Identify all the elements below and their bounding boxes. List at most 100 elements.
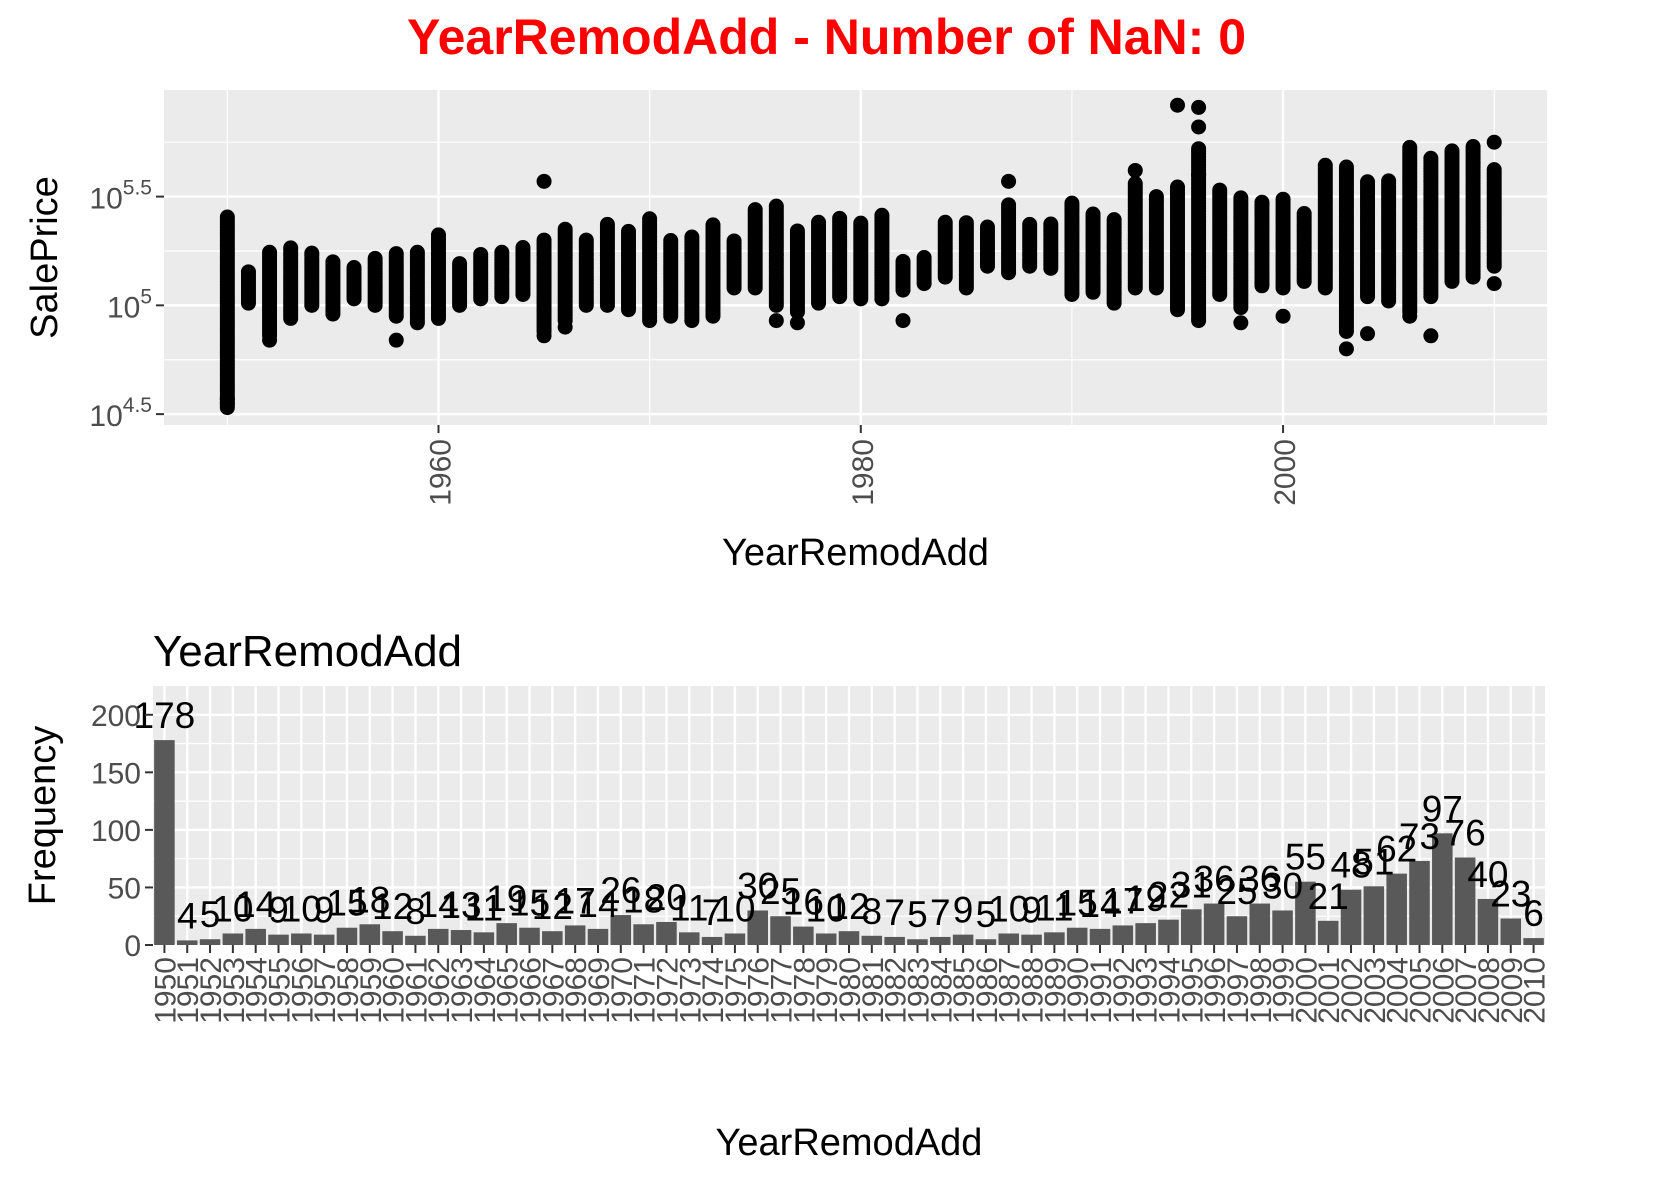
scatter-point xyxy=(958,215,974,231)
bar-value-label: 15 xyxy=(1057,883,1098,924)
bar-y-tick-label: 200 xyxy=(91,700,141,733)
scatter-point xyxy=(557,221,573,237)
scatter-point xyxy=(1275,308,1291,324)
bar xyxy=(1089,928,1111,945)
scatter-point xyxy=(1423,150,1439,166)
bar-value-label: 10 xyxy=(212,888,253,929)
bar xyxy=(770,916,791,945)
scatter-point xyxy=(979,219,995,235)
bar-x-tick-label: 1970 xyxy=(606,957,639,1024)
bar-value-label: 11 xyxy=(1035,887,1073,928)
bar-value-label: 19 xyxy=(486,878,527,919)
scatter-point xyxy=(1360,174,1376,190)
bar xyxy=(1523,938,1544,945)
bar xyxy=(1158,919,1179,945)
scatter-point xyxy=(1402,308,1418,324)
bar-x-tick-label: 1999 xyxy=(1268,957,1301,1024)
scatter-point xyxy=(811,214,827,230)
bar xyxy=(1477,898,1499,945)
bar-value-label: 10 xyxy=(281,888,322,929)
bar-x-tick-label: 1956 xyxy=(286,957,319,1024)
bar xyxy=(1432,833,1453,945)
bar-x-tick-label: 1961 xyxy=(400,957,433,1024)
scatter-point xyxy=(1423,328,1439,344)
scatter-y-tick-label: 105.5 xyxy=(89,177,152,216)
bar xyxy=(1295,881,1316,945)
bar-x-tick-label: 1981 xyxy=(857,957,890,1024)
scatter-point xyxy=(1191,167,1207,183)
bar-x-tick-label: 2005 xyxy=(1404,957,1437,1024)
scatter-x-tick-label: 1980 xyxy=(847,439,880,506)
bar xyxy=(587,928,609,945)
scatter-point xyxy=(663,233,679,249)
bar xyxy=(268,934,289,945)
scatter-point xyxy=(430,227,446,243)
scatter-point xyxy=(1402,139,1418,155)
bar-value-label: 9 xyxy=(953,890,974,931)
bar-value-label: 5 xyxy=(976,894,997,935)
bar xyxy=(656,921,677,945)
bar-series xyxy=(154,740,1544,945)
bar-x-tick-label: 1985 xyxy=(948,957,981,1024)
scatter-point xyxy=(1191,99,1207,115)
scatter-y-tick-label: 105 xyxy=(107,285,152,324)
scatter-point xyxy=(1275,191,1291,207)
scatter-panel: 1960 1980 2000 105.5 105 104.5 YearRemodAdd Sal… xyxy=(24,90,1547,574)
bar-value-label: 8 xyxy=(862,891,883,932)
scatter-point xyxy=(1127,176,1143,192)
bar-x-tick-label: 1958 xyxy=(332,957,365,1024)
bar-x-tick-label: 1971 xyxy=(629,957,662,1024)
bar xyxy=(1021,934,1042,945)
bar-x-tick-label: 1983 xyxy=(902,957,935,1024)
bar-x-tick-label: 1976 xyxy=(743,957,776,1024)
bar-value-label: 17 xyxy=(1102,880,1143,921)
scatter-point xyxy=(1191,119,1207,135)
bar-y-axis-title: Frequency xyxy=(22,726,64,906)
bar-y-tick-label: 100 xyxy=(91,815,141,848)
bar xyxy=(1112,925,1134,945)
bar-x-tick-label: 1987 xyxy=(994,957,1027,1024)
bar-x-tick-label: 1989 xyxy=(1039,957,1072,1024)
scatter-point xyxy=(1486,162,1502,178)
bar xyxy=(1135,923,1156,945)
scatter-point xyxy=(789,223,805,239)
bar xyxy=(678,932,700,945)
bar xyxy=(838,931,860,945)
scatter-point xyxy=(1338,341,1354,357)
bar xyxy=(1454,857,1476,945)
bar-x-tick-label: 1979 xyxy=(811,957,844,1024)
bar xyxy=(245,928,266,945)
scatter-point xyxy=(304,245,320,261)
bar-value-label: 7 xyxy=(884,892,905,933)
bar-value-label: 10 xyxy=(806,888,847,929)
scatter-point xyxy=(494,244,510,260)
bar-value-label: 178 xyxy=(134,695,196,736)
bar-value-label: 12 xyxy=(372,886,413,927)
bar-value-label: 55 xyxy=(1285,837,1326,878)
bar xyxy=(1340,889,1362,945)
scatter-point xyxy=(726,233,742,249)
scatter-point xyxy=(853,215,869,231)
bar xyxy=(176,940,198,945)
bar-x-tick-label: 1992 xyxy=(1108,957,1141,1024)
main-title: YearRemodAdd - Number of NaN: 0 xyxy=(406,9,1246,65)
bar-x-tick-label: 2006 xyxy=(1427,957,1460,1024)
bar xyxy=(1181,909,1202,945)
bar xyxy=(815,933,837,945)
bar-value-label: 73 xyxy=(1399,816,1440,857)
bar xyxy=(336,927,358,945)
bar xyxy=(359,924,381,945)
bar-value-label: 11 xyxy=(670,887,708,928)
bar xyxy=(998,933,1020,945)
bar xyxy=(1066,927,1088,945)
bar xyxy=(1203,903,1225,945)
bar-value-label: 14 xyxy=(577,884,618,925)
bar-x-tick-label: 2002 xyxy=(1336,957,1369,1024)
scatter-point xyxy=(262,332,278,348)
bar-value-label: 97 xyxy=(1422,788,1463,829)
bar-x-tick-label: 2008 xyxy=(1473,957,1506,1024)
bar-value-label: 9 xyxy=(268,890,289,931)
scatter-point xyxy=(1465,139,1481,155)
scatter-point xyxy=(1486,134,1502,150)
scatter-x-tick-label: 1960 xyxy=(424,439,457,506)
